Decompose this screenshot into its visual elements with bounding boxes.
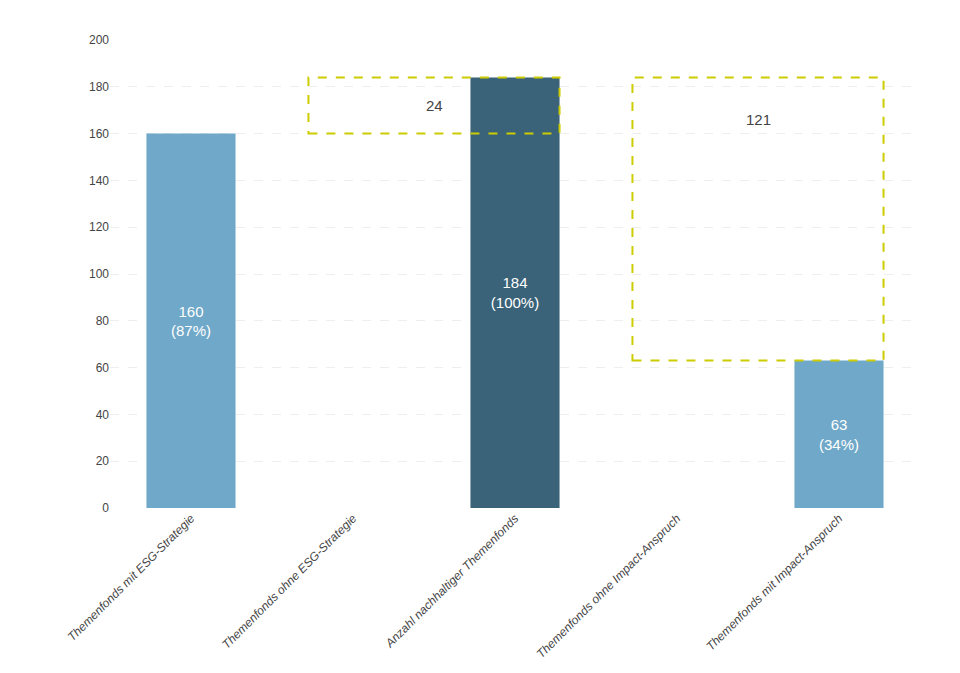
svg-text:160: 160 xyxy=(89,127,109,141)
svg-text:60: 60 xyxy=(96,361,110,375)
svg-text:24: 24 xyxy=(426,97,443,114)
svg-text:20: 20 xyxy=(96,454,110,468)
svg-text:121: 121 xyxy=(746,111,771,128)
svg-text:0: 0 xyxy=(102,501,109,515)
svg-text:80: 80 xyxy=(96,314,110,328)
svg-text:120: 120 xyxy=(89,220,109,234)
svg-text:Themenfonds mit ESG-Strategie: Themenfonds mit ESG-Strategie xyxy=(65,511,198,644)
svg-text:40: 40 xyxy=(96,408,110,422)
svg-text:100: 100 xyxy=(89,267,109,281)
svg-text:Themenfonds mit Impact-Anspruc: Themenfonds mit Impact-Anspruch xyxy=(703,511,845,653)
svg-text:Themenfonds ohne Impact-Anspru: Themenfonds ohne Impact-Anspruch xyxy=(534,511,684,661)
svg-text:63(34%): 63(34%) xyxy=(819,416,859,453)
svg-text:160(87%): 160(87%) xyxy=(171,303,211,340)
svg-text:Anzahl nachhaltiger Themenfond: Anzahl nachhaltiger Themenfonds xyxy=(382,511,521,650)
svg-text:200: 200 xyxy=(89,33,109,47)
svg-text:180: 180 xyxy=(89,80,109,94)
svg-text:140: 140 xyxy=(89,174,109,188)
svg-text:184(100%): 184(100%) xyxy=(491,274,539,311)
svg-text:Themenfonds ohne ESG-Strategie: Themenfonds ohne ESG-Strategie xyxy=(219,511,359,651)
